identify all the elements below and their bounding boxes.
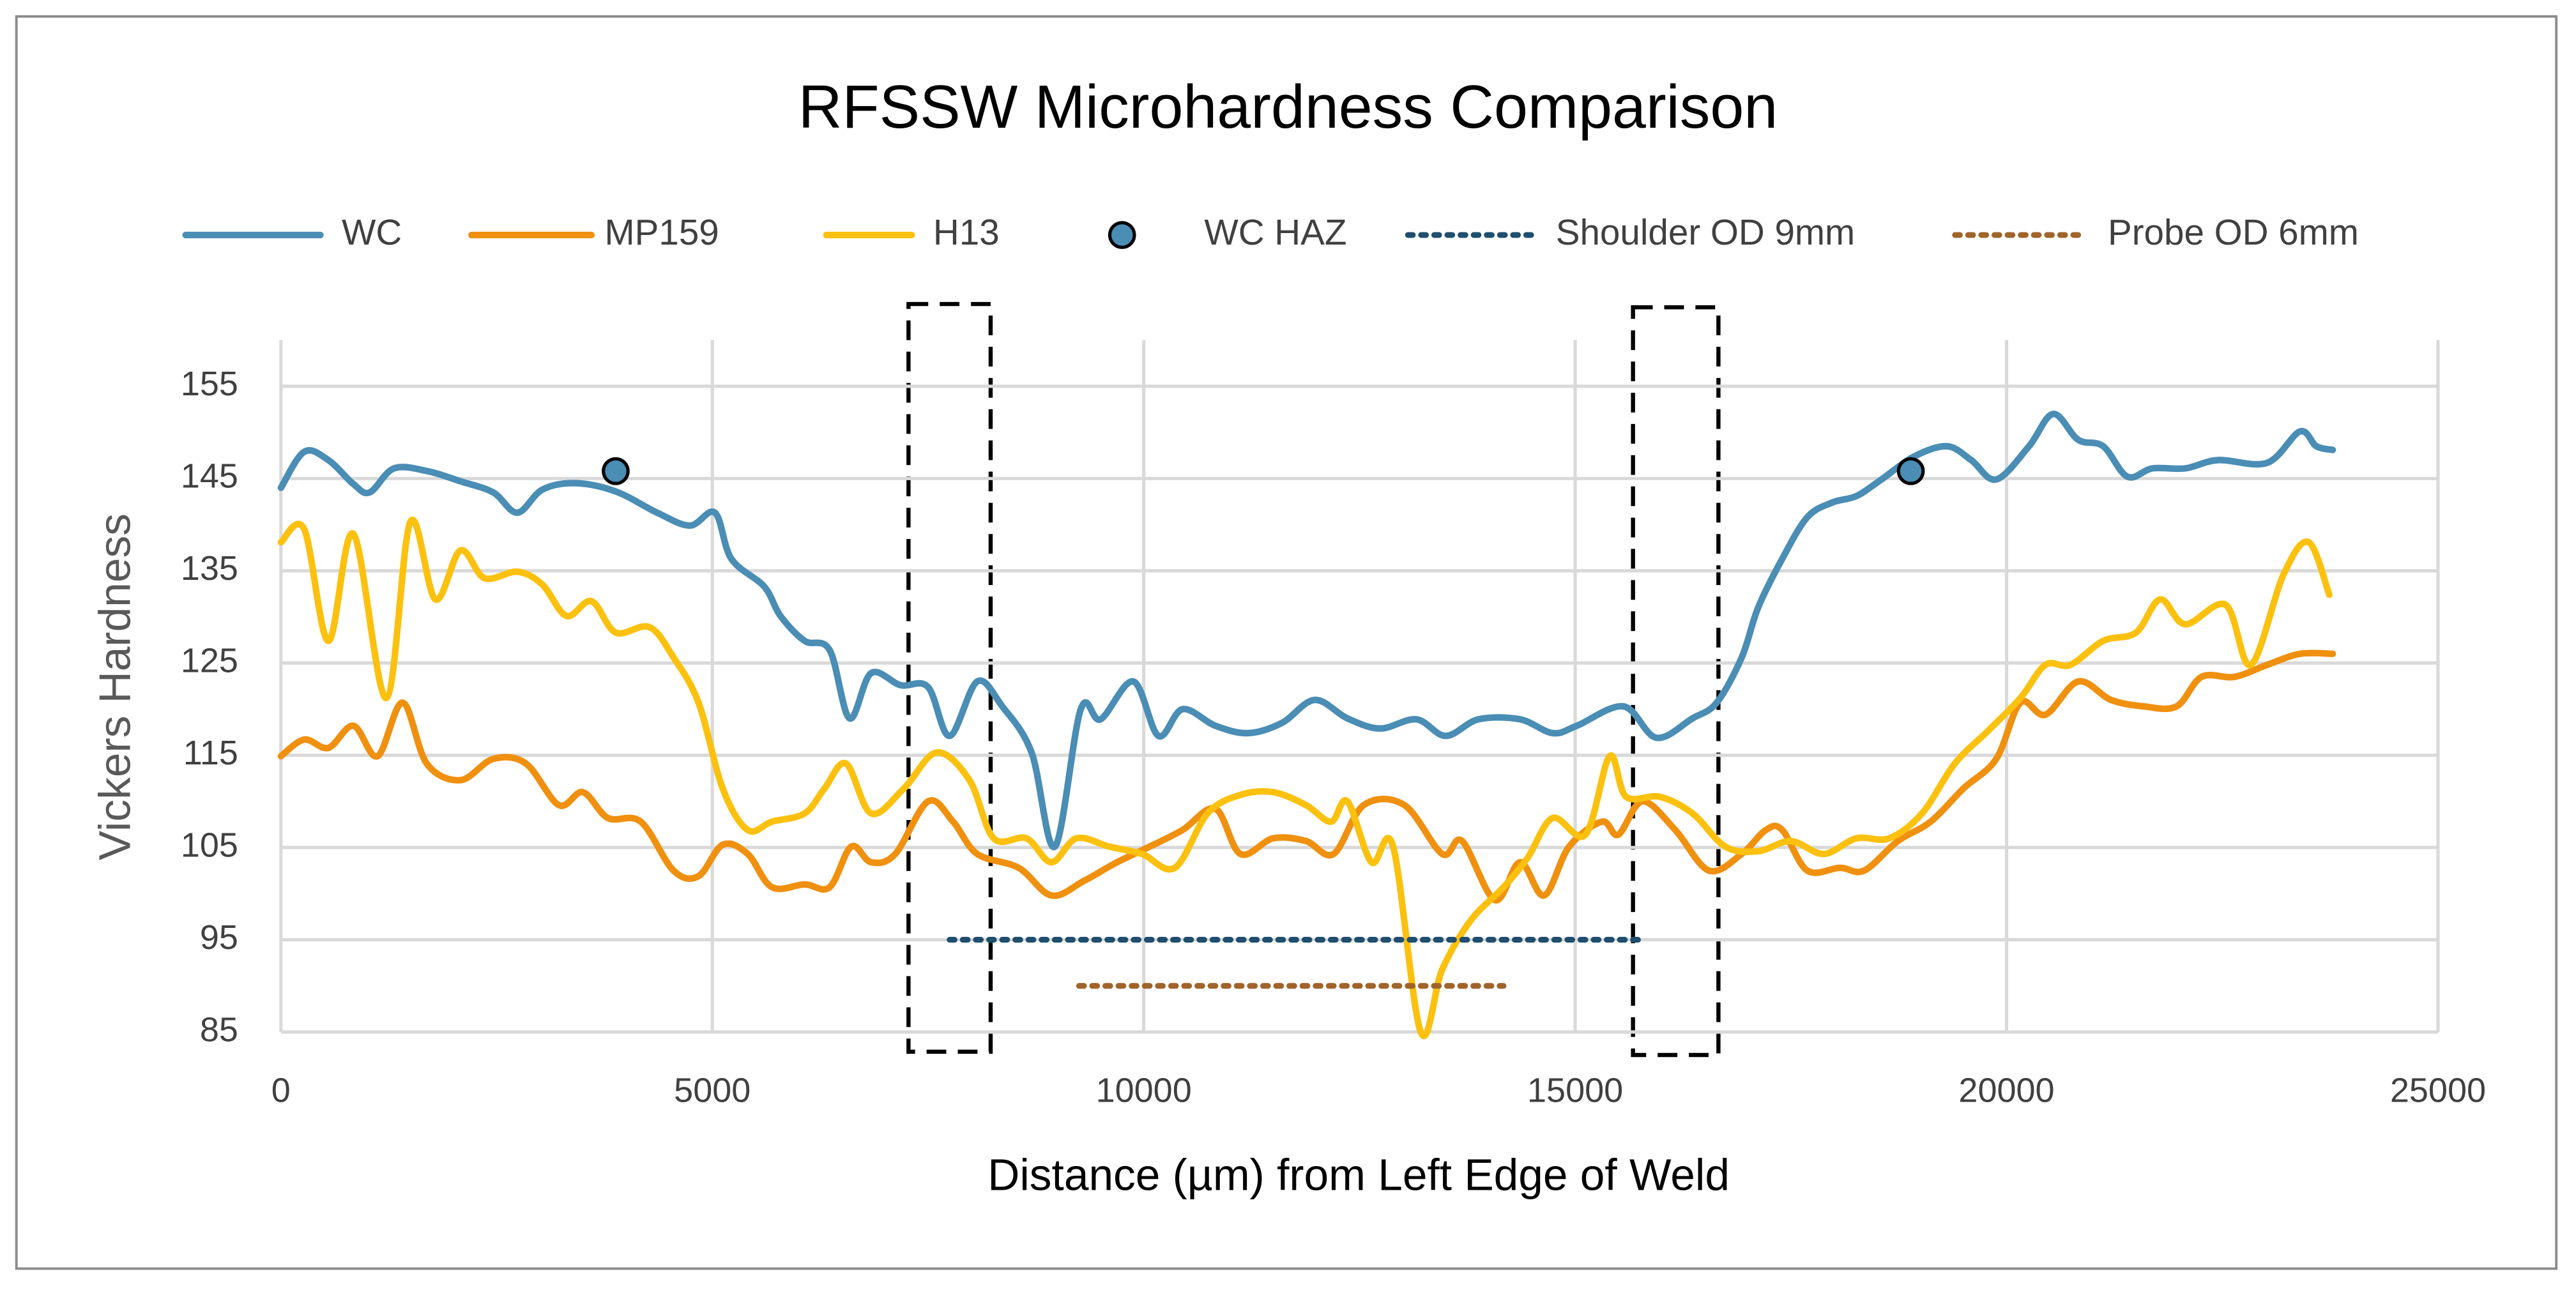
x-tick-label: 20000 xyxy=(1958,1071,2054,1109)
y-axis-label: Vickers Hardness xyxy=(90,513,140,860)
series-line xyxy=(277,516,2333,1040)
highlight-box xyxy=(1631,305,1721,1058)
highlight-box xyxy=(906,301,993,1054)
y-tick-label: 105 xyxy=(181,826,238,864)
x-tick-label: 0 xyxy=(271,1071,291,1109)
y-tick-label: 85 xyxy=(200,1010,238,1049)
y-tick-label: 125 xyxy=(181,641,238,679)
x-axis-label: Distance (µm) from Left Edge of Weld xyxy=(987,1150,1730,1199)
legend-label: WC HAZ xyxy=(1204,212,1346,252)
scatter-point xyxy=(1896,457,1925,485)
series-line xyxy=(277,411,2336,851)
x-tick-label: 15000 xyxy=(1527,1071,1623,1109)
chart-border xyxy=(15,15,2558,1270)
legend-label: Probe OD 6mm xyxy=(2108,212,2359,252)
y-tick-label: 145 xyxy=(181,457,238,496)
legend-label: H13 xyxy=(933,212,1000,252)
x-tick-label: 10000 xyxy=(1096,1071,1192,1109)
x-tick-label: 25000 xyxy=(2390,1071,2486,1109)
y-tick-label: 95 xyxy=(200,918,238,957)
legend-label: MP159 xyxy=(605,212,719,252)
y-tick-label: 115 xyxy=(183,734,238,772)
y-tick-label: 135 xyxy=(181,549,238,588)
legend-label: WC xyxy=(342,212,402,252)
y-tick-label: 155 xyxy=(181,365,238,403)
series-line xyxy=(277,649,2336,904)
chart-title: RFSSW Microhardness Comparison xyxy=(798,73,1778,141)
x-tick-label: 5000 xyxy=(674,1071,751,1109)
legend-label: Shoulder OD 9mm xyxy=(1556,212,1855,252)
scatter-point xyxy=(602,457,630,485)
legend-marker xyxy=(1108,221,1136,249)
